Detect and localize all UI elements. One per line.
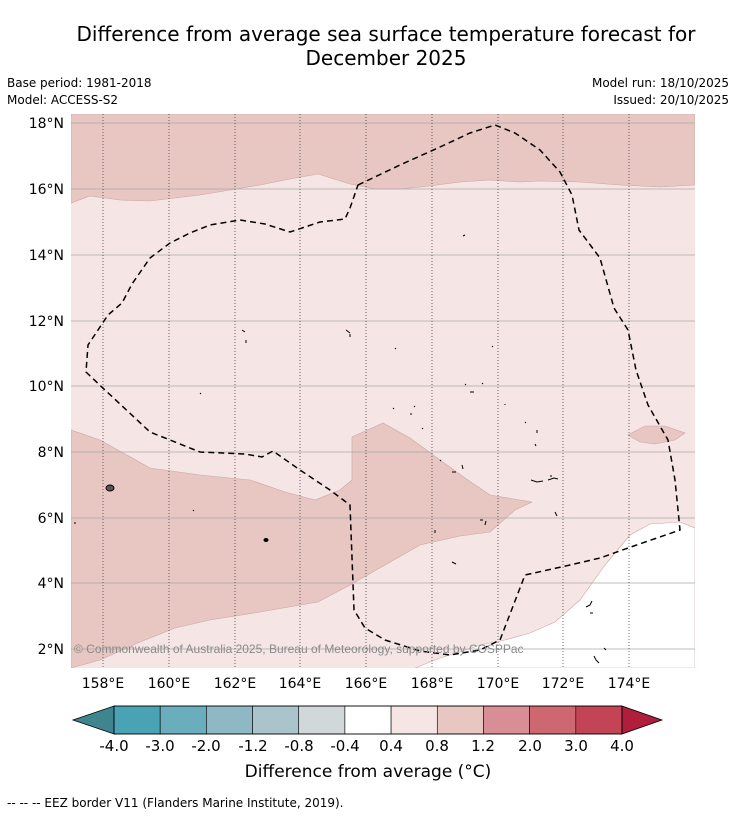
lon-label-170e: 170°E [477,676,520,692]
lat-gridlines [71,122,695,650]
colorbar-cell-9 [483,705,530,735]
lat-label-8n: 8°N [38,445,64,461]
lon-label-164e: 164°E [279,676,322,692]
lon-label-174e: 174°E [608,676,651,692]
lat-label-6n: 6°N [38,511,64,527]
colorbar-cell-7 [390,705,438,735]
colorbar-cell-6 [344,705,392,735]
lat-label-14n: 14°N [29,248,64,264]
anomaly-band-southwest [71,422,533,668]
lon-label-166e: 166°E [345,676,388,692]
cbar-tick-6: -0.4 [330,737,359,755]
lon-label-162e: 162°E [214,676,257,692]
colorbar-cell-5 [298,705,346,735]
cbar-tick-3: -2.0 [191,737,220,755]
meta-right: Model run: 18/10/2025 Issued: 20/10/2025 [592,75,729,109]
colorbar-cells [113,705,623,735]
lat-label-18n: 18°N [29,116,64,132]
eez-border [85,124,681,656]
meta-left: Base period: 1981-2018 Model: ACCESS-S2 [7,75,152,109]
anomaly-patch-east [627,425,686,445]
colorbar-cell-2 [159,705,207,735]
colorbar: -4.0 -3.0 -2.0 -1.2 -0.8 -0.4 0.4 0.8 1.… [71,705,664,755]
chart-title: Difference from average sea surface temp… [0,22,736,70]
cbar-tick-5: -0.8 [284,737,313,755]
colorbar-cell-4 [252,705,300,735]
lon-labels: 158°E 160°E 162°E 164°E 166°E 168°E 170°… [82,676,651,692]
colorbar-cell-10 [529,705,577,735]
lon-label-160e: 160°E [148,676,191,692]
colorbar-extend-high [621,705,664,735]
cbar-tick-8: 0.8 [425,737,449,755]
title-line-2: December 2025 [305,46,467,70]
model-name: Model: ACCESS-S2 [7,93,119,107]
lon-label-172e: 172°E [542,676,585,692]
colorbar-extend-low [71,705,115,735]
colorbar-outline [113,705,623,735]
cbar-tick-4: -1.2 [238,737,267,755]
lat-label-2n: 2°N [38,642,64,658]
cbar-tick-12: 4.0 [610,737,634,755]
colorbar-label: Difference from average (°C) [244,762,492,782]
lat-label-4n: 4°N [38,576,64,592]
model-run: Model run: 18/10/2025 [591,76,729,90]
lon-gridlines [102,114,630,668]
cbar-tick-10: 2.0 [518,737,542,755]
copyright-notice: © Commonwealth of Australia 2025, Bureau… [74,642,524,656]
colorbar-cell-3 [206,705,253,735]
colorbar-cell-11 [575,705,623,735]
lat-label-12n: 12°N [29,314,64,330]
eez-footer-note: -- -- -- EEZ border V11 (Flanders Marine… [7,796,344,810]
base-period: Base period: 1981-2018 [7,76,152,90]
colorbar-ticks: -4.0 -3.0 -2.0 -1.2 -0.8 -0.4 0.4 0.8 1.… [99,737,634,755]
lon-label-158e: 158°E [82,676,125,692]
colorbar-cell-1 [113,705,161,735]
cbar-tick-9: 1.2 [471,737,495,755]
cbar-tick-1: -4.0 [99,737,128,755]
cbar-tick-2: -3.0 [145,737,174,755]
cbar-tick-11: 3.0 [564,737,588,755]
lat-label-10n: 10°N [29,379,64,395]
issued-date: Issued: 20/10/2025 [613,93,729,107]
anomaly-neutral-southeast [414,521,695,668]
cbar-tick-7: 0.4 [379,737,403,755]
colorbar-cell-8 [436,705,484,735]
lon-label-168e: 168°E [411,676,454,692]
title-line-1: Difference from average sea surface temp… [76,22,696,46]
islands [74,234,607,664]
lat-label-16n: 16°N [29,182,64,198]
map-plot-area [71,114,695,668]
lat-labels: 18°N 16°N 14°N 12°N 10°N 8°N 6°N 4°N 2°N [29,116,64,658]
